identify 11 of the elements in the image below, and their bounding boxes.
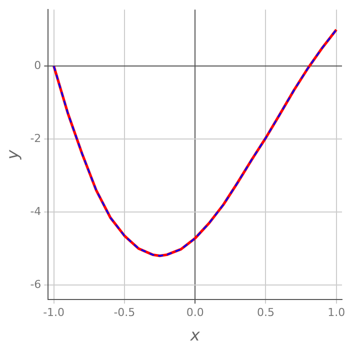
y-axis-title: y <box>2 149 22 160</box>
y-tick-label: -4 <box>30 204 42 218</box>
y-tick-label: -6 <box>30 278 42 291</box>
x-tick-label: -1.0 <box>43 306 65 320</box>
x-tick-label: 0.5 <box>256 306 274 320</box>
y-tick-label: 0 <box>34 59 42 72</box>
y-tick-label: -2 <box>30 132 42 145</box>
x-tick-label: -0.5 <box>114 306 136 320</box>
x-tick-label: 1.0 <box>328 306 346 320</box>
x-tick-label: 0.0 <box>186 306 204 320</box>
x-axis-title: x <box>189 326 200 345</box>
